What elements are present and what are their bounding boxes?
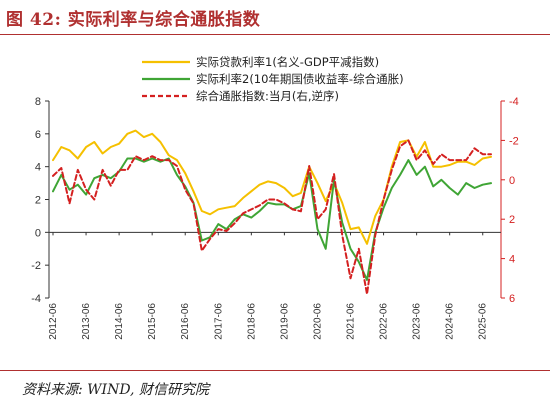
x-tick-label: 2015-06 bbox=[147, 303, 158, 340]
x-tick-label: 2022-06 bbox=[379, 303, 390, 340]
x-tick-label: 2012-06 bbox=[48, 303, 59, 340]
x-tick-label: 2017-06 bbox=[213, 303, 224, 340]
right-tick-label: 4 bbox=[509, 254, 515, 266]
x-tick-label: 2020-06 bbox=[312, 303, 323, 340]
legend-label-0: 实际贷款利率1(名义-GDP平减指数) bbox=[196, 55, 379, 69]
right-tick-label: 0 bbox=[509, 175, 515, 187]
left-tick-label: 2 bbox=[35, 195, 41, 207]
series-line-0 bbox=[52, 129, 492, 245]
x-tick-label: 2025-06 bbox=[478, 303, 489, 340]
right-tick-label: 2 bbox=[509, 214, 515, 226]
x-tick-label: 2021-06 bbox=[346, 303, 357, 340]
x-tick-label: 2023-06 bbox=[412, 303, 423, 340]
right-tick-label: -4 bbox=[509, 96, 519, 108]
x-tick-label: 2014-06 bbox=[114, 303, 125, 340]
source-bar: 资料来源: WIND, 财信研究院 bbox=[0, 370, 550, 407]
x-tick-label: 2018-06 bbox=[246, 303, 257, 340]
x-tick-label: 2013-06 bbox=[81, 303, 92, 340]
chart: -4 -2 0 2 4 6 8 6 4 2 0 -2 -4 2012-06 2013-06 2014-06 20… bbox=[31, 55, 519, 340]
page-title: 图 42: 实际利率与综合通胀指数 bbox=[6, 10, 261, 30]
x-tick-label: 2016-06 bbox=[180, 303, 191, 340]
x-tick-label: 2019-06 bbox=[279, 303, 290, 340]
right-tick-label: -2 bbox=[509, 135, 519, 147]
series-line-2 bbox=[52, 139, 492, 296]
left-tick-label: 8 bbox=[35, 96, 41, 108]
left-tick-label: -2 bbox=[31, 260, 41, 272]
left-tick-label: 6 bbox=[35, 129, 41, 141]
x-tick-label: 2024-06 bbox=[445, 303, 456, 340]
source-note: 资料来源: WIND, 财信研究院 bbox=[22, 382, 209, 398]
left-tick-label: 0 bbox=[35, 227, 41, 239]
legend-label-2: 综合通胀指数:当月(右,逆序) bbox=[196, 89, 339, 103]
legend-label-1: 实际利率2(10年期国债收益率-综合通胀) bbox=[196, 72, 404, 86]
series-line-1 bbox=[52, 157, 492, 281]
left-tick-label: 4 bbox=[35, 162, 41, 174]
right-tick-label: 6 bbox=[509, 293, 515, 305]
title-bar: 图 42: 实际利率与综合通胀指数 bbox=[0, 0, 550, 35]
left-tick-label: -4 bbox=[31, 293, 41, 305]
